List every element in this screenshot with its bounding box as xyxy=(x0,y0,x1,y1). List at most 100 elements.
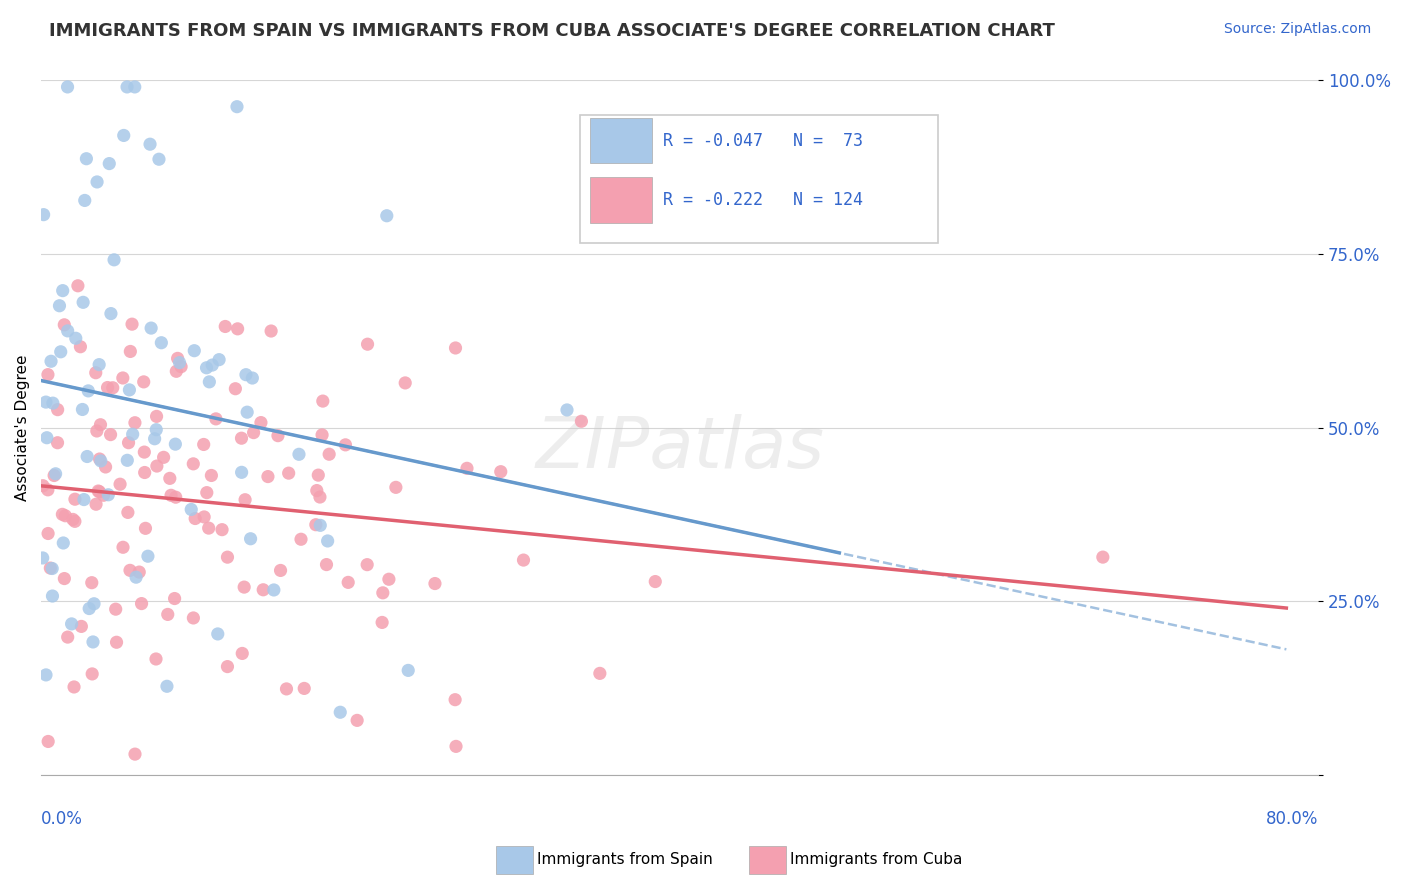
Point xyxy=(90,454,112,468)
Point xyxy=(318,447,340,461)
Point xyxy=(231,466,253,480)
Point xyxy=(77,601,100,615)
Point xyxy=(267,428,290,442)
Point xyxy=(233,580,256,594)
FancyBboxPatch shape xyxy=(591,178,651,222)
Point xyxy=(200,468,222,483)
Point xyxy=(165,437,187,451)
Point xyxy=(555,403,578,417)
Point xyxy=(226,322,249,336)
Point xyxy=(84,497,107,511)
Point xyxy=(205,412,228,426)
Point xyxy=(45,467,67,481)
Point xyxy=(72,402,94,417)
Text: R = -0.222   N = 124: R = -0.222 N = 124 xyxy=(664,191,863,210)
Point xyxy=(184,511,207,525)
Point xyxy=(51,508,73,522)
Point xyxy=(150,335,173,350)
Point xyxy=(121,317,143,331)
Point xyxy=(82,635,104,649)
Point xyxy=(208,352,231,367)
FancyBboxPatch shape xyxy=(581,115,938,244)
Point xyxy=(378,572,401,586)
Point xyxy=(111,371,134,385)
Point xyxy=(156,679,179,693)
Point xyxy=(211,523,233,537)
Point xyxy=(444,692,467,706)
Point xyxy=(257,469,280,483)
Point xyxy=(371,615,394,630)
Point xyxy=(89,452,111,467)
Point xyxy=(160,488,183,502)
Point xyxy=(346,714,368,728)
Point xyxy=(139,321,162,335)
Point xyxy=(89,358,111,372)
Point xyxy=(444,341,467,355)
Point xyxy=(42,468,65,483)
Point xyxy=(83,597,105,611)
Point xyxy=(39,354,62,368)
Point xyxy=(35,395,58,409)
Point xyxy=(37,734,59,748)
Point xyxy=(41,561,63,575)
Point xyxy=(53,508,76,523)
Point xyxy=(132,375,155,389)
Point xyxy=(37,368,59,382)
Point xyxy=(56,79,79,94)
Point xyxy=(125,570,148,584)
Point xyxy=(56,324,79,338)
Point xyxy=(146,458,169,473)
Point xyxy=(60,616,83,631)
Point xyxy=(96,380,118,394)
Point xyxy=(512,553,534,567)
Point xyxy=(305,517,328,532)
Point xyxy=(309,518,332,533)
Point xyxy=(240,371,263,385)
Point xyxy=(193,510,215,524)
Point xyxy=(250,416,273,430)
Point xyxy=(39,561,62,575)
Text: 80.0%: 80.0% xyxy=(1265,810,1319,828)
Point xyxy=(226,100,249,114)
Point xyxy=(335,438,357,452)
Point xyxy=(292,681,315,696)
Text: Immigrants from Cuba: Immigrants from Cuba xyxy=(790,853,963,867)
Point xyxy=(75,152,97,166)
Text: R = -0.047   N =  73: R = -0.047 N = 73 xyxy=(664,132,863,150)
Point xyxy=(77,384,100,398)
Point xyxy=(86,175,108,189)
Point xyxy=(112,128,135,143)
Point xyxy=(489,465,512,479)
Point xyxy=(1091,550,1114,565)
Point xyxy=(644,574,666,589)
Point xyxy=(165,364,187,378)
Point xyxy=(108,477,131,491)
FancyBboxPatch shape xyxy=(591,119,651,163)
Point xyxy=(198,375,221,389)
Point xyxy=(103,252,125,267)
Point xyxy=(73,194,96,208)
Point xyxy=(93,488,115,502)
Point xyxy=(145,409,167,424)
Point xyxy=(183,343,205,358)
Point xyxy=(115,79,138,94)
Point xyxy=(236,405,259,419)
Point xyxy=(214,319,236,334)
Point xyxy=(100,427,122,442)
Point xyxy=(181,457,204,471)
Text: Immigrants from Spain: Immigrants from Spain xyxy=(537,853,713,867)
Point xyxy=(131,597,153,611)
Point xyxy=(117,453,139,467)
Point xyxy=(169,356,191,370)
Point xyxy=(35,431,58,445)
Point xyxy=(290,533,312,547)
Point xyxy=(375,209,398,223)
Point xyxy=(94,460,117,475)
Point xyxy=(73,492,96,507)
Point xyxy=(235,368,257,382)
Point xyxy=(385,480,408,494)
Point xyxy=(70,619,93,633)
Point xyxy=(32,479,55,493)
Point xyxy=(124,416,146,430)
Point xyxy=(89,417,111,432)
